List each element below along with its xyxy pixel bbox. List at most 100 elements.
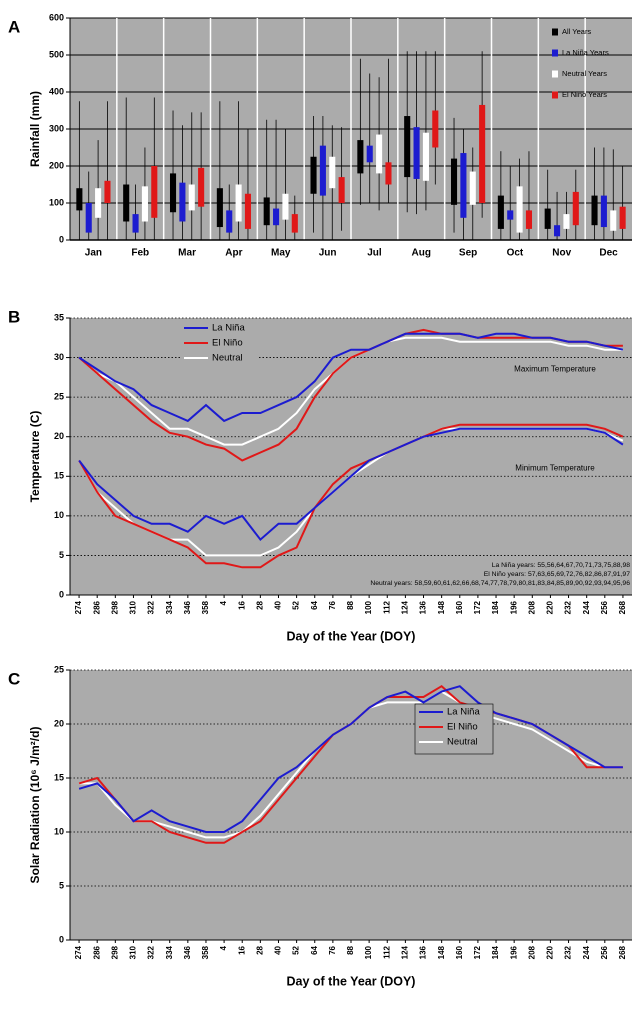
bar (610, 210, 617, 231)
x-tick-label: 124 (400, 945, 409, 959)
bar (357, 140, 364, 174)
y-tick-label: 25 (54, 392, 64, 402)
x-tick-label: 4 (219, 945, 228, 950)
bar (76, 188, 83, 211)
x-tick-label: 88 (346, 945, 355, 954)
legend-label: La Niña Years (562, 48, 609, 57)
x-tick-label: 298 (110, 945, 119, 959)
x-tick-label: 100 (364, 945, 373, 959)
bar (282, 193, 289, 220)
x-tick-label: Jan (85, 248, 102, 259)
x-tick-label: 76 (328, 600, 337, 609)
x-tick-label: 184 (491, 600, 500, 614)
y-tick-label: 500 (49, 49, 64, 59)
bar (273, 208, 280, 226)
bar (244, 193, 252, 229)
x-axis-title: Day of the Year (DOY) (287, 974, 416, 988)
x-tick-label: Dec (599, 248, 618, 259)
bar (385, 162, 392, 185)
bar (235, 184, 242, 222)
bar (497, 195, 504, 229)
bar (563, 214, 570, 229)
x-tick-label: Sep (459, 248, 477, 259)
x-tick-label: 64 (310, 945, 319, 954)
y-tick-label: 10 (54, 510, 64, 520)
legend-label: La Niña (212, 323, 245, 334)
x-tick-label: 268 (618, 945, 627, 959)
x-tick-label: 256 (600, 600, 609, 614)
x-tick-label: 52 (292, 945, 301, 954)
y-tick-label: 5 (59, 550, 64, 560)
x-tick-label: 172 (473, 945, 482, 959)
legend-label: Neutral (212, 353, 243, 364)
legend-label: El Niño Years (562, 90, 607, 99)
x-tick-label: Jun (319, 248, 337, 259)
x-tick-label: 208 (527, 945, 536, 959)
x-tick-label: 358 (201, 945, 210, 959)
note: El Niño years: 57,63,65,69,72,76,82,86,8… (484, 571, 630, 578)
y-tick-label: 5 (59, 880, 64, 890)
annotation: Minimum Temperature (515, 463, 595, 472)
x-tick-label: 184 (491, 945, 500, 959)
x-tick-label: 346 (183, 600, 192, 614)
y-tick-label: 30 (54, 352, 64, 362)
plot-area (70, 318, 632, 595)
y-tick-label: 0 (59, 234, 64, 244)
bar (188, 184, 195, 211)
annotation: Maximum Temperature (514, 365, 596, 374)
bar (525, 210, 533, 229)
x-tick-label: 100 (364, 600, 373, 614)
bar (507, 210, 514, 220)
y-tick-label: 100 (49, 197, 64, 207)
x-tick-label: 148 (437, 945, 446, 959)
y-tick-label: 25 (54, 664, 64, 674)
x-tick-label: 28 (255, 600, 264, 609)
bar (329, 156, 336, 189)
x-tick-label: 112 (382, 600, 391, 613)
x-tick-label: 310 (129, 945, 138, 959)
x-tick-label: 310 (129, 600, 138, 614)
x-tick-label: 298 (110, 600, 119, 614)
x-tick-label: 40 (274, 600, 283, 609)
y-tick-label: 400 (49, 86, 64, 96)
x-tick-label: 124 (400, 600, 409, 614)
bar (600, 195, 607, 228)
x-tick-label: 232 (564, 600, 573, 614)
x-tick-label: 52 (292, 600, 301, 609)
y-tick-label: 0 (59, 589, 64, 599)
x-tick-label: 244 (582, 945, 591, 959)
bar (123, 184, 130, 222)
bar (572, 191, 579, 226)
x-tick-label: 16 (237, 600, 246, 609)
y-tick-label: 0 (59, 934, 64, 944)
x-tick-label: 16 (237, 945, 246, 954)
legend-label: El Niño (212, 338, 243, 349)
y-axis-title: Solar Radiation (10⁶ J/m²/d) (28, 727, 42, 884)
x-tick-label: 358 (201, 600, 210, 614)
x-tick-label: 4 (219, 600, 228, 605)
x-tick-label: 232 (564, 945, 573, 959)
x-tick-label: 286 (92, 600, 101, 614)
x-tick-label: Jul (367, 248, 382, 259)
legend-label: El Niño (447, 722, 478, 733)
bar (104, 180, 111, 203)
x-tick-label: Mar (178, 248, 196, 259)
bar (469, 171, 476, 205)
data-line (78, 423, 624, 569)
y-tick-label: 35 (54, 312, 64, 322)
bar (432, 110, 439, 148)
y-tick-label: 200 (49, 160, 64, 170)
y-tick-label: 20 (54, 431, 64, 441)
legend-label: La Niña (447, 707, 480, 718)
y-tick-label: 300 (49, 123, 64, 133)
note: Neutral years: 58,59,60,61,62,66,68,74,7… (370, 580, 630, 587)
bar (291, 214, 298, 233)
x-tick-label: 28 (255, 945, 264, 954)
bar (376, 134, 383, 174)
plot-area (70, 670, 632, 940)
bar (366, 145, 373, 163)
x-tick-label: Oct (507, 248, 524, 259)
legend-label: All Years (562, 27, 591, 36)
